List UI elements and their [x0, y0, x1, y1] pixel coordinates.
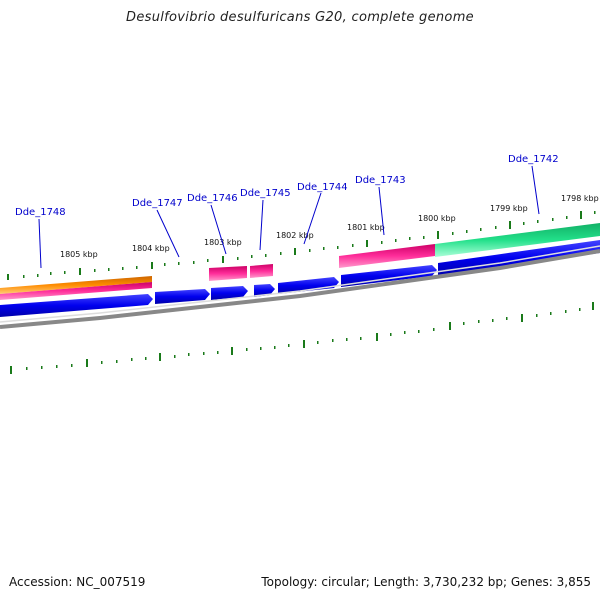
green-feature-dde1742[interactable]: [435, 223, 600, 257]
leader-dde1742: [531, 165, 540, 215]
middle-tick-ruler: [449, 302, 594, 330]
leader-dde1746: [210, 204, 227, 255]
cds-arrow-dde1748[interactable]: [0, 294, 153, 317]
kbp-label-1804: 1804 kbp: [132, 244, 170, 253]
genome-backbone: [0, 249, 600, 329]
cds-arrow-dde1747[interactable]: [155, 289, 210, 304]
gene-leader-lines: [38, 165, 540, 269]
kbp-label-1799: 1799 kbp: [490, 204, 528, 213]
kbp-label-1800: 1800 kbp: [418, 214, 456, 223]
genome-summary-text: Topology: circular; Length: 3,730,232 bp…: [261, 575, 591, 589]
pink-feature-dde1745[interactable]: [250, 264, 273, 278]
gene-label-dde1742[interactable]: Dde_1742: [508, 154, 559, 165]
leader-dde1748: [38, 218, 42, 269]
orange-feature[interactable]: [0, 276, 152, 294]
accession-text: Accession: NC_007519: [9, 575, 146, 589]
leader-dde1743: [378, 186, 385, 236]
leader-dde1744: [303, 192, 322, 245]
lower-tick-ruler: [10, 328, 435, 374]
gene-label-dde1745[interactable]: Dde_1745: [240, 188, 291, 199]
kbp-label-1805: 1805 kbp: [60, 250, 98, 259]
cds-arrow-dde1744[interactable]: [278, 277, 339, 294]
leader-dde1747: [156, 209, 180, 258]
pink-feature-dde1743[interactable]: [339, 244, 435, 268]
gene-label-dde1744[interactable]: Dde_1744: [297, 182, 348, 193]
kbp-label-1802: 1802 kbp: [276, 231, 314, 240]
cds-arrow-dde1746[interactable]: [211, 286, 248, 300]
rna-track: [0, 223, 600, 300]
upper-tick-ruler: [7, 211, 596, 280]
pink-feature-dde1746[interactable]: [209, 266, 247, 281]
kbp-label-1801: 1801 kbp: [347, 223, 385, 232]
pink-feature-left[interactable]: [0, 282, 152, 300]
gene-label-dde1748[interactable]: Dde_1748: [15, 207, 66, 218]
kbp-label-1798: 1798 kbp: [561, 194, 599, 203]
gene-label-dde1743[interactable]: Dde_1743: [355, 175, 406, 186]
backbone-highlight: [0, 245, 600, 323]
gene-label-dde1747[interactable]: Dde_1747: [132, 198, 183, 209]
gene-label-dde1746[interactable]: Dde_1746: [187, 193, 238, 204]
cds-arrow-dde1742[interactable]: [438, 240, 600, 276]
gene-labels: Dde_1748 Dde_1747 Dde_1746 Dde_1745 Dde_…: [15, 154, 559, 218]
map-title: Desulfovibrio desulfuricans G20, complet…: [126, 10, 474, 25]
leader-dde1745: [259, 199, 264, 251]
